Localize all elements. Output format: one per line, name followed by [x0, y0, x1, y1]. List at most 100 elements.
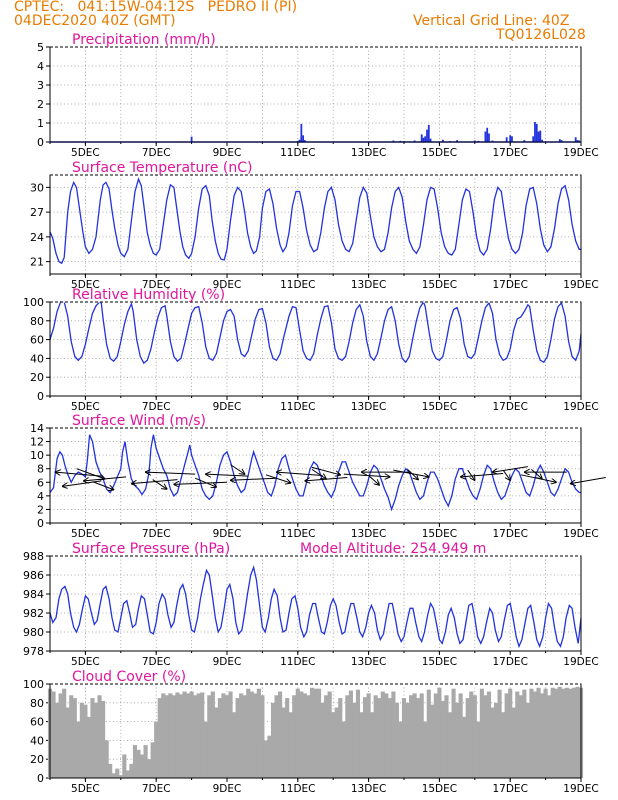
cloud-bar	[239, 693, 244, 778]
temp-ytick-label: 21	[30, 256, 44, 269]
cloud-bar	[256, 688, 261, 778]
rh-xtick-label: 15DEC	[422, 401, 457, 413]
cloud-bar	[118, 775, 123, 778]
cloud-bar	[331, 712, 336, 778]
precip-bar	[303, 140, 306, 142]
precip-xtick-label: 19DEC	[563, 147, 598, 159]
cloud-bar	[564, 687, 569, 778]
cloud-bar	[302, 693, 307, 778]
wind-vector	[231, 478, 277, 480]
wind-vector	[277, 472, 323, 476]
cloud-bar	[426, 689, 431, 778]
precip-frame	[49, 46, 582, 143]
cloud-bar	[58, 693, 63, 778]
cloud-bar	[522, 689, 527, 778]
rh-ytick-label: 0	[37, 390, 44, 403]
cloud-bar	[455, 702, 460, 778]
cloud-bar	[532, 691, 538, 778]
cloud-bar	[568, 688, 573, 778]
temp-panel: 21 24 27 30 5DEC 7DEC 9DEC 11DEC 13DEC 15DEC 17DEC…	[30, 160, 599, 291]
cloud-bar	[182, 691, 187, 778]
temp-xtick-label: 7DEC	[142, 279, 171, 291]
pres-series-line	[49, 565, 582, 649]
cloud-bar	[490, 707, 495, 778]
cloud-bar	[189, 691, 194, 778]
rh-ytick-label: 60	[30, 334, 44, 347]
wind-vector	[570, 477, 606, 484]
wind-vector	[368, 475, 380, 486]
wind-vector	[174, 482, 228, 484]
precip-bar	[442, 139, 444, 142]
cloud-bar	[345, 695, 350, 778]
cloud-bar	[69, 695, 74, 778]
precip-panel: 0 1 2 3 4 5 5DEC 7DEC 9DEC 11DEC 13DEC 15DEC 17DEC 19…	[37, 32, 599, 159]
precip-bar	[532, 136, 535, 142]
cloud-bar	[440, 700, 446, 778]
wind-ytick-label: 14	[30, 422, 44, 435]
temp-xtick-label: 13DEC	[351, 279, 386, 291]
precip-bar	[576, 140, 579, 142]
precip-bar	[539, 130, 542, 142]
precip-ytick-label: 2	[37, 98, 44, 111]
precip-bar	[392, 140, 395, 142]
cloud-bar	[93, 702, 99, 778]
temp-title: Surface Temperature (nC)	[72, 160, 253, 176]
header-location: CPTEC: 041:15W-04:12S PEDRO II (PI)	[14, 0, 298, 15]
cloud-bar	[462, 716, 467, 778]
wind-xtick-label: 15DEC	[422, 528, 457, 540]
cloud-bar	[447, 712, 453, 778]
precip-bar	[300, 123, 303, 142]
cloud-bar	[352, 702, 357, 778]
wind-vector	[493, 466, 528, 472]
cloud-bar	[430, 704, 435, 778]
cloud-bar	[51, 691, 56, 778]
wind-vector	[461, 472, 504, 476]
cloud-bar	[543, 688, 548, 778]
pres-xtick-label: 7DEC	[142, 656, 171, 668]
cloud-bar	[221, 693, 226, 778]
rh-panel: 0 20 40 60 80 100 5DEC 7DEC 9DEC 11DEC 13DEC 15DEC 1…	[23, 287, 599, 413]
precip-ytick-label: 5	[37, 41, 44, 54]
cloud-xtick-label: 7DEC	[142, 783, 171, 795]
cloud-bar	[391, 691, 396, 778]
precip-bar	[484, 131, 487, 142]
cloud-bar	[419, 693, 424, 778]
pres-panel: 978 980 982 984 986 988 5DEC 7DEC 9DEC 11DEC 13DEC…	[23, 541, 599, 668]
rh-xtick-label: 19DEC	[563, 401, 598, 413]
cloud-bar	[168, 693, 173, 778]
cloud-bar	[171, 695, 176, 778]
wind-vector	[55, 472, 102, 477]
cloud-bar	[398, 721, 403, 778]
cloud-bar	[196, 693, 201, 778]
cloud-bar	[185, 693, 191, 778]
cloud-bar	[334, 707, 339, 778]
precip-bar	[505, 137, 508, 142]
cloud-bar	[263, 740, 269, 778]
cloud-bar	[458, 693, 463, 778]
cloud-bar	[444, 695, 449, 778]
cloud-bar	[515, 691, 520, 778]
pres-ytick-label: 978	[23, 645, 44, 658]
precip-bar	[486, 127, 489, 142]
cloud-bar	[235, 698, 240, 778]
cloud-xtick-label: 15DEC	[422, 783, 457, 795]
cloud-bar	[472, 695, 477, 778]
precip-bar	[426, 129, 428, 142]
cloud-bar	[501, 712, 506, 778]
wind-vector	[62, 480, 102, 486]
cloud-xtick-label: 19DEC	[563, 783, 598, 795]
cloud-bar	[465, 698, 470, 778]
wind-ytick-label: 12	[30, 436, 44, 449]
cloud-bar	[387, 698, 392, 778]
temp-ytick-label: 27	[30, 206, 44, 219]
wind-xtick-label: 11DEC	[280, 528, 315, 540]
pres-ytick-label: 988	[23, 550, 44, 563]
cloud-bar	[122, 754, 127, 778]
precip-bar	[488, 133, 490, 142]
wind-vector	[502, 469, 510, 480]
cloud-bar	[175, 692, 180, 778]
cloud-bar	[324, 695, 329, 778]
rh-title: Relative Humidity (%)	[72, 287, 225, 303]
cloud-bar	[483, 695, 488, 778]
